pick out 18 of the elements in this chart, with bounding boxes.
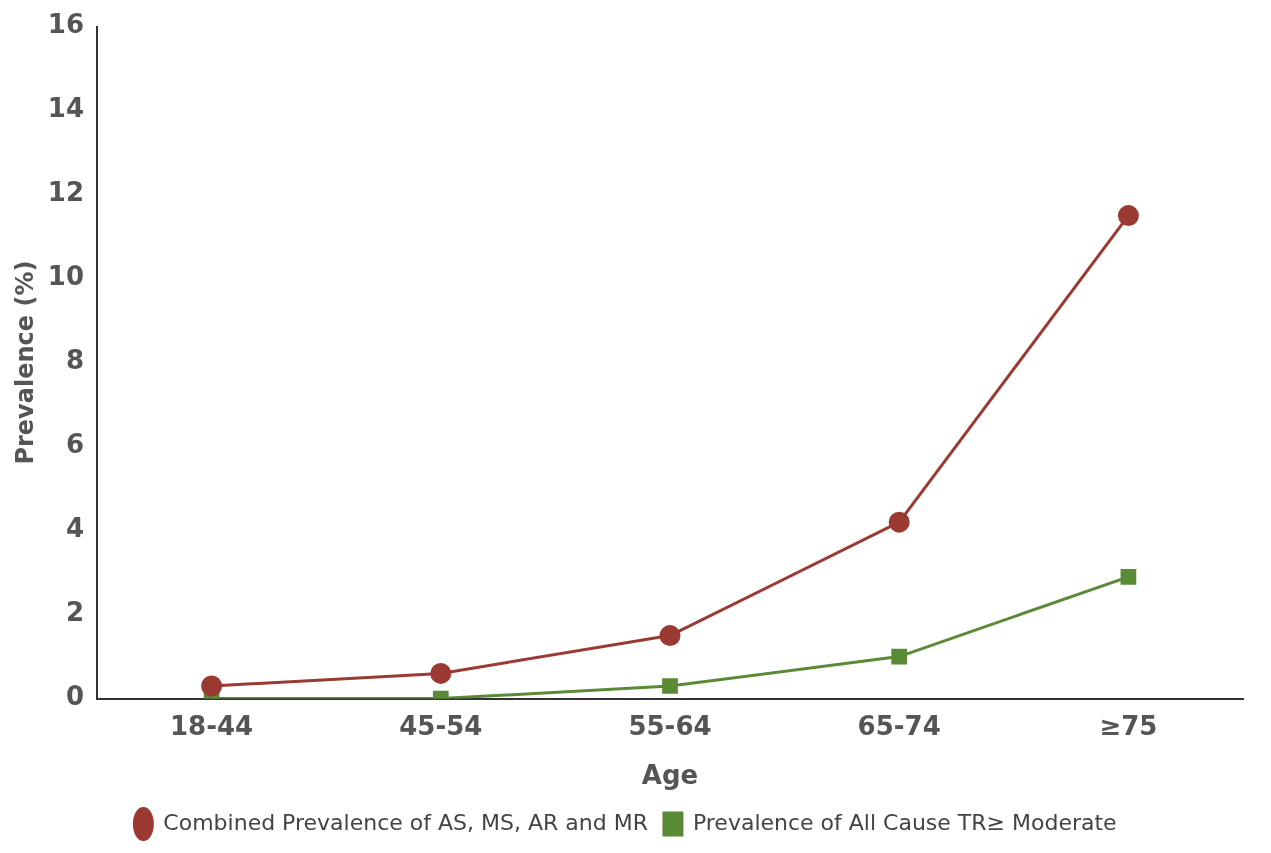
y-tick-label: 2 bbox=[65, 597, 84, 628]
x-tick-label: 65-74 bbox=[857, 710, 941, 741]
y-tick-label: 6 bbox=[65, 429, 84, 460]
legend-label: Prevalence of All Cause TR≥ Moderate bbox=[692, 809, 1117, 835]
x-tick-label: 45-54 bbox=[399, 710, 483, 741]
x-tick-label: 18-44 bbox=[170, 710, 254, 741]
x-tick-label: ≥75 bbox=[1099, 710, 1158, 741]
y-tick-label: 16 bbox=[47, 9, 84, 40]
y-tick-label: 8 bbox=[65, 345, 84, 376]
y-tick-label: 4 bbox=[65, 513, 84, 544]
y-tick-label: 0 bbox=[65, 681, 84, 712]
legend-label: Combined Prevalence of AS, MS, AR and MR bbox=[163, 809, 648, 835]
x-tick-label: 55-64 bbox=[628, 710, 712, 741]
y-axis-title: Prevalence (%) bbox=[10, 260, 39, 465]
y-tick-label: 12 bbox=[47, 177, 84, 208]
y-tick-label: 10 bbox=[47, 261, 84, 292]
y-tick-label: 14 bbox=[47, 93, 84, 124]
x-axis-title: Age bbox=[641, 760, 699, 791]
